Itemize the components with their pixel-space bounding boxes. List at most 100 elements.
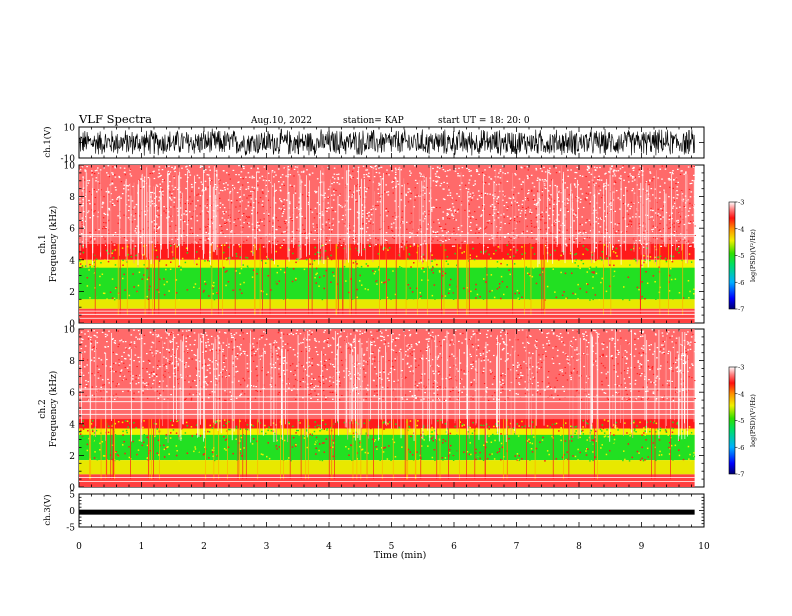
spec-noise <box>290 218 291 219</box>
spec-noise <box>553 204 555 205</box>
spec-noise <box>504 217 505 218</box>
spec-noise <box>475 284 477 286</box>
spec-noise <box>556 297 558 299</box>
spec-noise <box>205 342 207 343</box>
spec-noise <box>414 165 416 166</box>
spec-noise <box>278 181 280 182</box>
spec-noise <box>171 332 172 333</box>
spec-noise <box>527 178 529 179</box>
spec-noise <box>368 187 369 188</box>
spec-noise <box>536 205 538 206</box>
spec-noise <box>439 386 440 387</box>
spec-noise <box>504 195 505 196</box>
spec-noise <box>211 219 212 220</box>
spec-noise <box>695 174 697 175</box>
spec-noise <box>485 267 487 269</box>
spec-noise <box>414 385 415 386</box>
spec-noise <box>452 246 454 247</box>
spec-noise <box>333 218 335 219</box>
spec-noise <box>235 225 236 226</box>
spec-noise <box>527 246 528 247</box>
spec-noise <box>603 365 604 366</box>
spec-noise <box>665 169 667 170</box>
spec-noise <box>514 173 516 174</box>
spec-noise <box>615 182 616 183</box>
spec-noise <box>600 282 602 284</box>
spec-noise <box>498 397 499 398</box>
spec-noise <box>592 299 594 301</box>
spec-noise <box>84 283 86 285</box>
spec-noise <box>315 247 317 249</box>
spec-noise <box>413 262 415 264</box>
spec-noise <box>142 368 143 369</box>
spec-noise <box>239 197 241 198</box>
spec-noise <box>86 384 88 385</box>
spec-noise <box>250 205 251 206</box>
spec-noise <box>395 168 397 169</box>
spec-noise <box>580 202 582 203</box>
spec-noise <box>490 178 492 179</box>
spec-noise <box>629 208 631 209</box>
spec-noise <box>288 388 290 389</box>
spec-noise <box>630 226 631 227</box>
spec-noise <box>92 395 94 396</box>
spec-noise <box>401 267 403 269</box>
spec-noise <box>253 338 255 339</box>
spec-noise <box>243 351 245 352</box>
figure-title: VLF Spectra <box>78 112 152 126</box>
spec-noise <box>113 205 115 206</box>
spec-noise <box>470 196 472 197</box>
spec-noise <box>398 169 400 170</box>
spec-noise <box>408 367 410 368</box>
spec-noise <box>223 183 225 184</box>
spec-noise <box>487 193 489 194</box>
spec-noise <box>208 166 210 167</box>
spec-noise <box>226 222 227 223</box>
spec-noise <box>669 172 671 173</box>
spec-noise <box>136 232 138 233</box>
spec-noise <box>98 378 100 379</box>
spec-noise <box>332 364 334 365</box>
spec-noise <box>306 362 308 363</box>
spec-noise <box>157 256 159 258</box>
spec-noise <box>208 339 210 340</box>
spec-noise <box>592 287 594 289</box>
spec-noise <box>412 291 414 293</box>
spec-noise <box>673 179 675 180</box>
spec-noise <box>350 349 351 350</box>
spec-noise <box>132 240 134 241</box>
spec-noise <box>635 383 637 384</box>
spec-noise <box>669 368 671 369</box>
spec-noise <box>432 295 434 297</box>
spec-noise <box>273 176 275 177</box>
spec-noise <box>300 386 301 387</box>
spec-noise <box>432 332 434 333</box>
spec-noise <box>411 344 413 345</box>
spec-noise <box>211 180 212 181</box>
spec-noise <box>162 191 164 192</box>
spec-noise <box>247 296 249 298</box>
spec-noise <box>541 332 543 333</box>
spec-noise <box>239 246 241 248</box>
spec-noise <box>353 267 355 269</box>
spec-noise <box>614 183 616 184</box>
spec-noise <box>215 184 217 185</box>
spec-noise <box>257 343 258 344</box>
spec-noise <box>103 196 104 197</box>
spec-noise <box>224 390 226 391</box>
spec-noise <box>691 191 693 192</box>
spec-noise <box>371 342 373 343</box>
spec-noise <box>628 343 629 344</box>
spec-noise <box>480 251 482 253</box>
spec-noise <box>281 184 283 185</box>
spec-noise <box>279 208 281 209</box>
spec-noise <box>507 216 509 217</box>
spec-noise <box>118 344 119 345</box>
spec-noise <box>586 346 588 347</box>
spec-noise <box>86 166 88 167</box>
spec-noise <box>521 297 523 299</box>
spec-noise <box>675 278 677 280</box>
spec-noise <box>439 207 440 208</box>
spec-noise <box>635 349 637 350</box>
spec-noise <box>454 244 455 245</box>
